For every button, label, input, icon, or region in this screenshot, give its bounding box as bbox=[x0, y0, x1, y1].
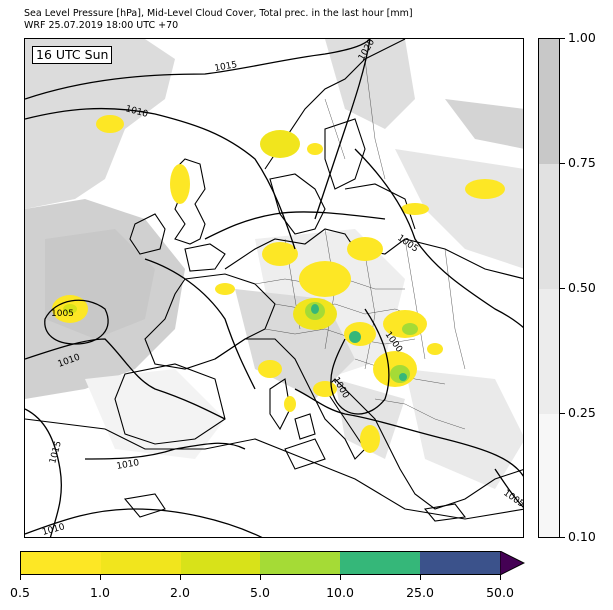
precip-tick-label: 50.0 bbox=[486, 585, 514, 600]
precip-tick-label: 10.0 bbox=[326, 585, 354, 600]
precip-tick-label: 0.5 bbox=[10, 585, 30, 600]
precip-tick bbox=[420, 575, 421, 580]
cloud-cover-tick-label: 1.00 bbox=[568, 30, 596, 45]
cloud-cover-tick bbox=[560, 413, 565, 414]
cloud-cover-swatch bbox=[539, 289, 559, 414]
precip-tick-label: 5.0 bbox=[250, 585, 270, 600]
precip-swatch bbox=[180, 552, 261, 574]
precip-swatch bbox=[100, 552, 181, 574]
precip-tick bbox=[20, 575, 21, 580]
precip-tick-label: 1.0 bbox=[90, 585, 110, 600]
cloud-cover-swatch bbox=[539, 39, 559, 164]
precipitation-layer bbox=[52, 115, 505, 453]
isobar-label: 1010 bbox=[41, 522, 66, 538]
precip-tick bbox=[340, 575, 341, 580]
header-run-info: WRF 25.07.2019 18:00 UTC +70 bbox=[24, 20, 179, 31]
isobar-label: 1005 bbox=[501, 488, 524, 509]
isobar-label: 1005 bbox=[51, 309, 74, 319]
map-canvas: 1015 1010 1020 1005 1005 1010 1000 1000 … bbox=[25, 39, 524, 538]
precip-swatch bbox=[420, 552, 500, 574]
precipitation-colorbar bbox=[20, 551, 501, 575]
precip-tick-label: 25.0 bbox=[406, 585, 434, 600]
valid-time-label: 16 UTC Sun bbox=[32, 46, 113, 64]
isobar-label: 1015 bbox=[48, 440, 64, 465]
weather-map[interactable]: 1015 1010 1020 1005 1005 1010 1000 1000 … bbox=[24, 38, 524, 538]
cloud-cover-tick bbox=[560, 163, 565, 164]
map-header: Sea Level Pressure [hPa], Mid-Level Clou… bbox=[24, 8, 413, 32]
precip-tick bbox=[180, 575, 181, 580]
cloud-cover-colorbar bbox=[538, 38, 560, 538]
isobar-label: 1005 bbox=[395, 233, 419, 254]
cloud-cover-tick bbox=[560, 38, 565, 39]
cloud-cover-tick-label: 0.25 bbox=[568, 405, 596, 420]
isobars bbox=[25, 39, 523, 537]
isobar-label: 1015 bbox=[214, 60, 238, 74]
precip-extend-arrow bbox=[500, 551, 525, 575]
header-title: Sea Level Pressure [hPa], Mid-Level Clou… bbox=[24, 8, 413, 19]
precip-swatch bbox=[21, 552, 101, 574]
cloud-cover-tick bbox=[560, 288, 565, 289]
precip-swatch bbox=[340, 552, 421, 574]
cloud-cover-swatch bbox=[539, 414, 559, 537]
precip-tick bbox=[500, 575, 501, 580]
precip-swatch bbox=[260, 552, 341, 574]
cloud-cover-tick bbox=[560, 537, 565, 538]
cloud-cover-tick-label: 0.50 bbox=[568, 280, 596, 295]
cloud-cover-swatch bbox=[539, 164, 559, 289]
precip-tick bbox=[260, 575, 261, 580]
precip-tick bbox=[100, 575, 101, 580]
isobar-label: 1010 bbox=[116, 458, 141, 472]
cloud-cover-tick-label: 0.10 bbox=[568, 529, 596, 544]
cloud-cover-tick-label: 0.75 bbox=[568, 155, 596, 170]
precip-tick-label: 2.0 bbox=[170, 585, 190, 600]
